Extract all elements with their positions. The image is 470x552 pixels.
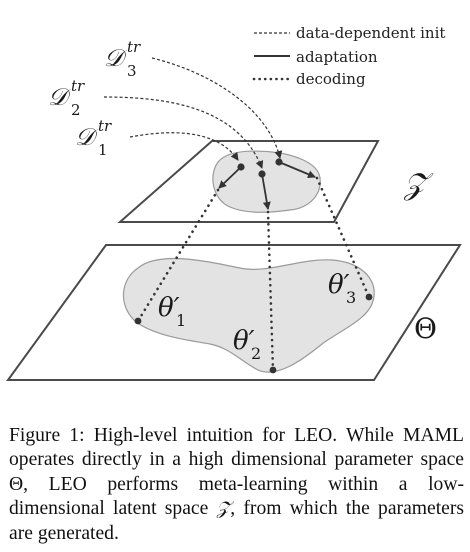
leo-diagram: data-dependent init adaptation decoding … xyxy=(6,24,462,381)
legend-label-decoding: decoding xyxy=(296,70,366,88)
dataset-symbol: 𝒟 xyxy=(48,83,72,111)
adapt-arrow-3 xyxy=(278,161,316,178)
latent-point-1 xyxy=(237,163,245,171)
param-sub: 1 xyxy=(176,311,186,330)
dataset-sup: tr xyxy=(127,38,141,56)
parameter-space-label: Θ xyxy=(414,312,437,345)
caption-tail: , from which the parameters are generate… xyxy=(9,498,465,544)
caption-z: 𝒵 xyxy=(216,498,231,520)
param-point-1 xyxy=(134,317,142,325)
param-symbol: θ′ xyxy=(158,293,180,323)
caption-theta: Θ xyxy=(9,473,24,495)
param-symbol: θ′ xyxy=(328,270,350,300)
param-point-3 xyxy=(365,293,373,301)
dataset-symbol: 𝒟 xyxy=(75,123,99,151)
latent-point-2 xyxy=(258,170,266,178)
dataset-sup: tr xyxy=(71,77,85,95)
caption-mid: , LEO performs meta-learning within a lo… xyxy=(9,473,464,520)
dataset-symbol: 𝒟 xyxy=(104,44,128,72)
init-arrow-2 xyxy=(103,96,264,169)
legend-label-adaptation: adaptation xyxy=(296,48,378,66)
adapt-arrow-1 xyxy=(218,166,242,189)
dataset-label-1: 𝒟 tr 1 xyxy=(75,117,112,159)
dataset-sub: 1 xyxy=(98,141,108,159)
param-label-1: θ′ 1 xyxy=(158,293,186,330)
param-label-3: θ′ 3 xyxy=(328,270,356,307)
caption-lead: Figure 1: High-level intuition for LEO. … xyxy=(9,425,464,471)
param-symbol: θ′ xyxy=(233,326,255,356)
init-arrow-1 xyxy=(129,132,239,161)
param-point-2 xyxy=(269,366,277,374)
latent-space-label: 𝒵 xyxy=(403,167,434,202)
decode-line-2 xyxy=(266,210,275,372)
param-sub: 3 xyxy=(346,288,356,307)
decode-line-1 xyxy=(136,188,220,323)
adapt-arrow-2 xyxy=(261,173,271,210)
param-label-2: θ′ 2 xyxy=(233,326,261,363)
legend-label-init: data-dependent init xyxy=(296,24,445,42)
legend: data-dependent init adaptation decoding xyxy=(252,24,445,88)
dataset-label-2: 𝒟 tr 2 xyxy=(48,77,85,119)
param-sub: 2 xyxy=(251,344,261,363)
dataset-label-3: 𝒟 tr 3 xyxy=(104,38,141,80)
parameter-region xyxy=(122,257,375,373)
latent-point-3 xyxy=(275,158,283,166)
init-arrow-3 xyxy=(151,57,283,159)
dataset-sup: tr xyxy=(98,117,112,135)
dataset-sub: 2 xyxy=(71,101,81,119)
figure-caption: Figure 1: High-level intuition for LEO. … xyxy=(9,424,464,546)
dataset-sub: 3 xyxy=(127,62,137,80)
